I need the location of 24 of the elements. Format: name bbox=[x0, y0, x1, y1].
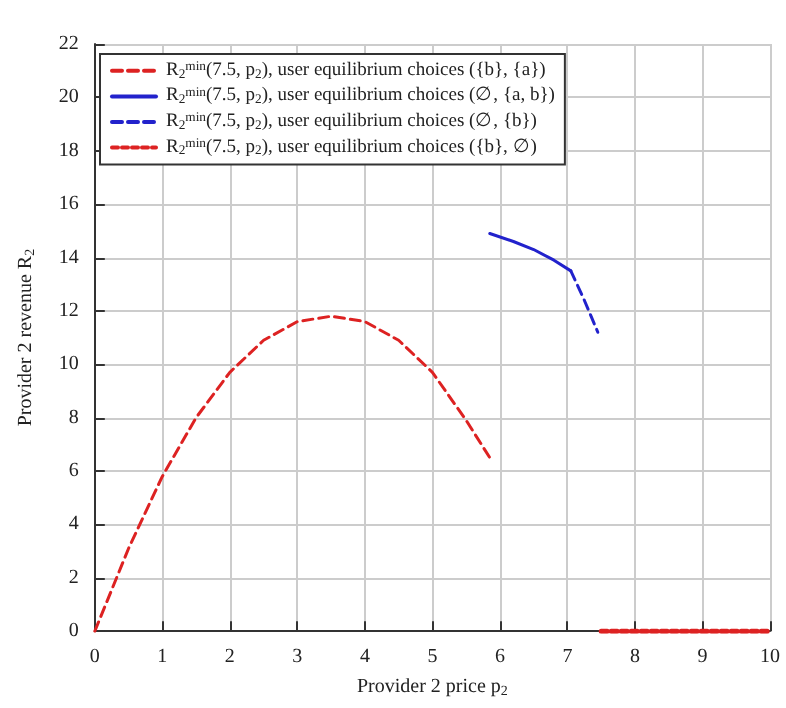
x-tick-label: 9 bbox=[697, 646, 708, 669]
y-tick-label: 0 bbox=[68, 620, 79, 643]
x-tick-label: 7 bbox=[562, 646, 573, 669]
x-tick-label: 10 bbox=[760, 646, 780, 669]
x-tick-label: 0 bbox=[89, 646, 100, 669]
y-tick-label: 14 bbox=[58, 246, 79, 269]
x-tick-label: 6 bbox=[494, 646, 505, 669]
x-tick-label: 3 bbox=[292, 646, 303, 669]
y-tick-label: 22 bbox=[58, 33, 79, 55]
y-tick-label: 20 bbox=[58, 86, 79, 109]
y-tick-label: 8 bbox=[68, 406, 79, 429]
x-tick-label: 5 bbox=[427, 646, 438, 669]
x-tick-label: 2 bbox=[224, 646, 235, 669]
x-tick-label: 1 bbox=[157, 646, 168, 669]
y-tick-label: 4 bbox=[68, 513, 79, 536]
x-tick-label: 8 bbox=[629, 646, 640, 669]
y-tick-label: 2 bbox=[68, 566, 79, 589]
line-series bbox=[93, 314, 492, 633]
x-tick-label: 4 bbox=[359, 646, 370, 669]
y-tick-label: 10 bbox=[58, 353, 79, 376]
y-tick-label: 16 bbox=[58, 193, 79, 216]
y-tick-label: 12 bbox=[58, 299, 79, 322]
y-tick-label: 6 bbox=[68, 460, 79, 483]
y-tick-label: 18 bbox=[58, 139, 79, 162]
